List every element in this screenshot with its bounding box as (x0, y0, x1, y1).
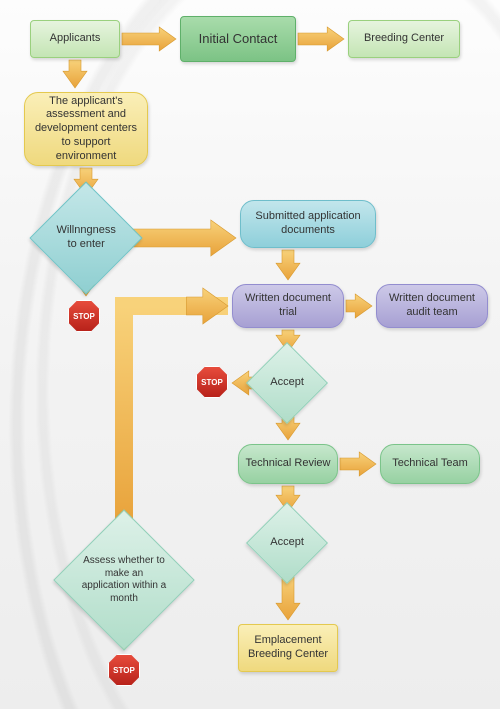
node-applicants: Applicants (30, 20, 120, 58)
node-willingness: Willnngness to enter (29, 181, 142, 294)
node-accept-2: Accept (246, 502, 328, 584)
label: STOP (113, 666, 135, 675)
node-breeding-center: Breeding Center (348, 20, 460, 58)
arrow-a7 (276, 250, 300, 280)
arrow-a15 (124, 306, 228, 528)
node-submitted: Submitted application documents (240, 200, 376, 248)
node-assess-month: Assess whether to make an application wi… (53, 509, 194, 650)
arrowhead-a15 (186, 288, 228, 324)
node-written-trial: Written document trial (232, 284, 344, 328)
node-assessment: The applicant's assessment and developme… (24, 92, 148, 166)
arrow-a8 (346, 294, 372, 318)
arrow-a12 (340, 452, 376, 476)
label: Written document trial (239, 292, 337, 320)
label: Emplacement Breeding Center (245, 634, 331, 662)
label: Accept (265, 376, 309, 390)
label: Accept (265, 536, 309, 550)
arrow-a3 (63, 60, 87, 88)
stop-icon-2: STOP (196, 366, 228, 398)
node-initial-contact: Initial Contact (180, 16, 296, 62)
label: Written document audit team (383, 292, 481, 320)
node-tech-team: Technical Team (380, 444, 480, 484)
label: STOP (73, 312, 95, 321)
label: Initial Contact (199, 31, 278, 47)
stop-icon-1: STOP (68, 300, 100, 332)
label: The applicant's assessment and developme… (31, 95, 141, 164)
label: Breeding Center (364, 32, 444, 46)
stop-icon-3: STOP (108, 654, 140, 686)
label: Submitted application documents (247, 210, 369, 238)
node-tech-review: Technical Review (238, 444, 338, 484)
label: Technical Team (392, 457, 468, 471)
arrow-a1 (122, 27, 176, 51)
label: Technical Review (246, 457, 331, 471)
node-emplacement: Emplacement Breeding Center (238, 624, 338, 672)
arrow-a2 (298, 27, 344, 51)
label: STOP (201, 378, 223, 387)
node-written-audit: Written document audit team (376, 284, 488, 328)
label: Applicants (50, 32, 101, 46)
arrow-a5 (130, 220, 236, 256)
label: Willnngness to enter (53, 224, 119, 252)
label: Assess whether to make an application wi… (81, 555, 167, 605)
node-accept-1: Accept (246, 342, 328, 424)
